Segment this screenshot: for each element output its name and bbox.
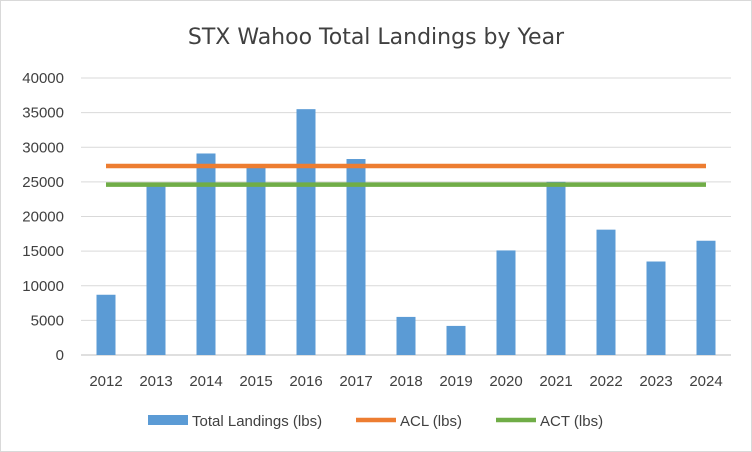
legend-swatch-bar xyxy=(148,415,188,425)
x-tick-label: 2020 xyxy=(489,373,522,390)
x-tick-label: 2024 xyxy=(689,373,722,390)
bar-2020 xyxy=(496,250,516,355)
x-tick-label: 2023 xyxy=(639,373,672,390)
legend-label: ACT (lbs) xyxy=(540,413,603,430)
x-tick-label: 2018 xyxy=(389,373,422,390)
x-tick-label: 2012 xyxy=(89,373,122,390)
y-tick-label: 15000 xyxy=(22,243,64,260)
chart-title: STX Wahoo Total Landings by Year xyxy=(188,25,565,50)
bar-2024 xyxy=(696,240,716,355)
x-tick-label: 2017 xyxy=(339,373,372,390)
x-tick-label: 2013 xyxy=(139,373,172,390)
bar-2021 xyxy=(546,181,566,355)
bar-2014 xyxy=(196,153,216,355)
y-tick-label: 20000 xyxy=(22,209,64,226)
y-tick-label: 40000 xyxy=(22,70,64,87)
y-tick-label: 30000 xyxy=(22,139,64,156)
bar-2015 xyxy=(246,167,266,355)
x-tick-label: 2022 xyxy=(589,373,622,390)
bar-2017 xyxy=(346,159,366,355)
x-tick-label: 2015 xyxy=(239,373,272,390)
bar-2012 xyxy=(96,294,116,355)
y-tick-label: 5000 xyxy=(31,312,64,329)
bar-2016 xyxy=(296,109,316,355)
legend-label: Total Landings (lbs) xyxy=(192,413,322,430)
y-tick-label: 10000 xyxy=(22,278,64,295)
x-tick-label: 2016 xyxy=(289,373,322,390)
bar-2022 xyxy=(596,229,616,355)
bar-2013 xyxy=(146,183,166,355)
y-tick-label: 0 xyxy=(56,347,64,364)
legend-label: ACL (lbs) xyxy=(400,413,462,430)
bar-2023 xyxy=(646,261,666,355)
x-tick-label: 2019 xyxy=(439,373,472,390)
x-tick-label: 2021 xyxy=(539,373,572,390)
x-tick-label: 2014 xyxy=(189,373,222,390)
bar-2019 xyxy=(446,325,466,355)
y-tick-label: 25000 xyxy=(22,174,64,191)
bar-2018 xyxy=(396,316,416,355)
y-tick-label: 35000 xyxy=(22,105,64,122)
